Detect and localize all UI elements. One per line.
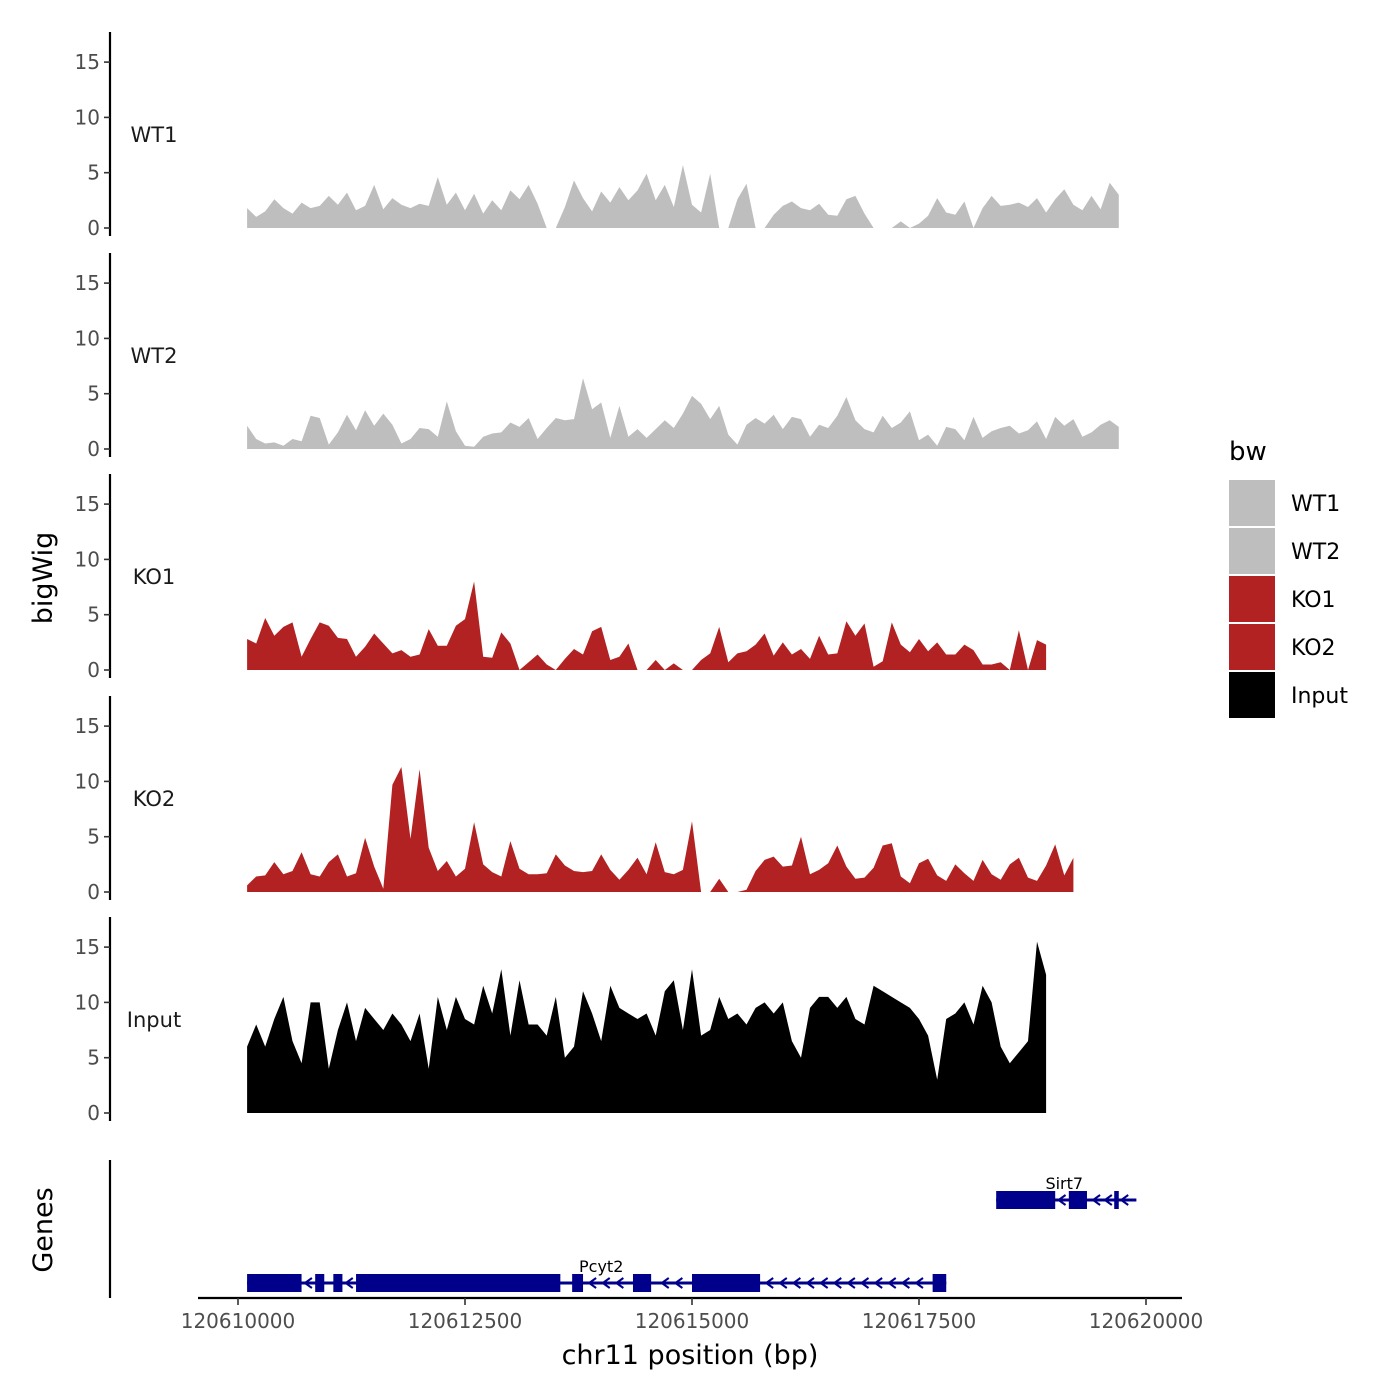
legend-key-ko2 — [1229, 624, 1275, 670]
strand-arrow-icon — [873, 1277, 883, 1289]
strand-arrow-icon — [344, 1277, 354, 1289]
y-tick-label: 15 — [75, 492, 100, 516]
track-label: WT1 — [131, 123, 178, 147]
strand-arrow-icon — [805, 1277, 815, 1289]
strand-arrow-icon — [660, 1277, 670, 1289]
track-wt2: 0 5 10 15 WT2 — [75, 253, 1119, 461]
track-label: WT2 — [131, 344, 178, 368]
track-input: 0 5 10 15 Input — [75, 917, 1047, 1125]
gene-pcyt2: Pcyt2 — [247, 1257, 947, 1292]
y-tick-label: 10 — [75, 769, 100, 793]
y-tick-label: 0 — [87, 437, 100, 461]
y-tick-label: 5 — [87, 825, 100, 849]
y-tick-label: 5 — [87, 603, 100, 627]
signal-area — [247, 581, 1047, 670]
y-tick-label: 15 — [75, 271, 100, 295]
gene-exon — [333, 1274, 343, 1292]
strand-arrow-icon — [587, 1277, 597, 1289]
strand-arrow-icon — [778, 1277, 788, 1289]
y-tick-label: 10 — [75, 326, 100, 350]
gene-label: Sirt7 — [1045, 1174, 1083, 1193]
legend-key-ko1 — [1229, 576, 1275, 622]
signal-area — [247, 767, 1074, 892]
x-tick-label: 120612500 — [408, 1309, 523, 1333]
strand-arrow-icon — [846, 1277, 856, 1289]
gene-exon — [632, 1274, 652, 1292]
strand-arrow-icon — [832, 1277, 842, 1289]
strand-arrow-icon — [914, 1277, 924, 1289]
gene-exon — [247, 1274, 302, 1292]
x-tick-label: 120617500 — [862, 1309, 977, 1333]
y-tick-label: 0 — [87, 658, 100, 682]
x-tick-label: 120620000 — [1089, 1309, 1204, 1333]
y-axis-title: bigWig — [28, 532, 59, 625]
x-axis: 120610000 120612500 120615000 120617500 1206… — [181, 1296, 1204, 1333]
y-tick-label: 0 — [87, 1101, 100, 1125]
strand-arrow-icon — [601, 1277, 611, 1289]
strand-arrow-icon — [1119, 1194, 1129, 1206]
gene-exon — [1068, 1191, 1087, 1209]
y-tick-label: 15 — [75, 714, 100, 738]
y-tick-label: 10 — [75, 990, 100, 1014]
genes-panel: Pcyt2 Sirt7 — [108, 1160, 1137, 1298]
legend-label: KO1 — [1291, 588, 1336, 613]
legend-label: WT2 — [1291, 540, 1340, 565]
y-tick-label: 5 — [87, 382, 100, 406]
gene-exon — [692, 1274, 761, 1292]
signal-area — [247, 165, 1119, 228]
genes-axis-title: Genes — [28, 1187, 59, 1272]
track-label: Input — [127, 1008, 181, 1032]
legend-label: KO2 — [1291, 636, 1336, 661]
gene-exon — [572, 1274, 584, 1292]
y-tick-label: 10 — [75, 105, 100, 129]
track-ko1: 0 5 10 15 KO1 — [75, 474, 1047, 682]
y-tick-label: 15 — [75, 50, 100, 74]
signal-area — [247, 378, 1119, 449]
strand-arrow-icon — [1091, 1194, 1101, 1206]
y-tick-label: 5 — [87, 1046, 100, 1070]
y-tick-label: 15 — [75, 935, 100, 959]
track-label: KO2 — [133, 787, 176, 811]
y-tick-label: 0 — [87, 880, 100, 904]
strand-arrow-icon — [818, 1277, 829, 1289]
strand-arrow-icon — [791, 1277, 802, 1289]
signal-tracks: 0 5 10 15 WT1 0 5 10 15 WT2 0 5 10 15 KO1 0 5 10 15 KO2 0 5 10… — [75, 32, 1119, 1125]
strand-arrow-icon — [1056, 1194, 1067, 1206]
x-axis-title: chr11 position (bp) — [562, 1340, 819, 1371]
gene-exon — [1114, 1191, 1119, 1209]
strand-arrow-icon — [673, 1277, 683, 1289]
strand-arrow-icon — [859, 1277, 870, 1289]
gene-sirt7: Sirt7 — [996, 1174, 1137, 1209]
x-tick-label: 120610000 — [181, 1309, 296, 1333]
signal-area — [247, 941, 1047, 1113]
y-tick-label: 10 — [75, 547, 100, 571]
gene-exon — [996, 1191, 1056, 1209]
legend: bw WT1 WT2 KO1 KO2 Input — [1229, 437, 1348, 718]
strand-arrow-icon — [900, 1277, 910, 1289]
legend-label: Input — [1291, 684, 1348, 709]
strand-arrow-icon — [764, 1277, 774, 1289]
gene-exon — [356, 1274, 561, 1292]
track-wt1: 0 5 10 15 WT1 — [75, 32, 1119, 240]
legend-label: WT1 — [1291, 492, 1340, 517]
strand-arrow-icon — [887, 1277, 897, 1289]
strand-arrow-icon — [303, 1277, 313, 1289]
legend-key-wt1 — [1229, 480, 1275, 526]
gene-exon — [932, 1274, 947, 1292]
y-tick-label: 0 — [87, 216, 100, 240]
legend-key-wt2 — [1229, 528, 1275, 574]
legend-key-input — [1229, 672, 1275, 718]
legend-title: bw — [1229, 437, 1267, 467]
strand-arrow-icon — [614, 1277, 624, 1289]
gene-label: Pcyt2 — [579, 1257, 623, 1276]
strand-arrow-icon — [1103, 1194, 1113, 1206]
track-ko2: 0 5 10 15 KO2 — [75, 696, 1074, 904]
gene-exon — [315, 1274, 325, 1292]
y-tick-label: 5 — [87, 161, 100, 185]
x-tick-label: 120615000 — [635, 1309, 750, 1333]
track-label: KO1 — [133, 565, 176, 589]
